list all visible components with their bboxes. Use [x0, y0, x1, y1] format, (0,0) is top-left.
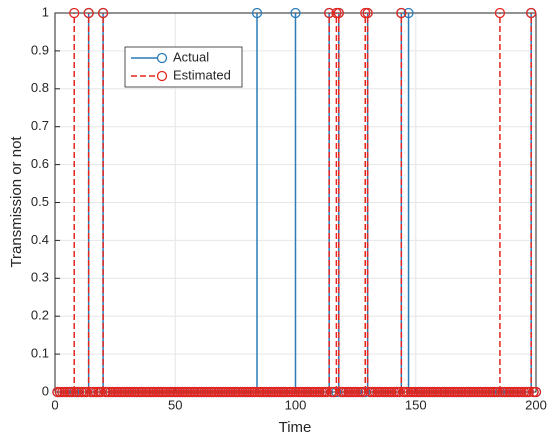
legend-marker: [156, 70, 168, 82]
y-tick-label: 0.1: [31, 346, 49, 361]
stem-marker: [530, 386, 542, 398]
stem-marker: [97, 7, 109, 19]
x-tick-label: 0: [51, 397, 58, 412]
stem-marker: [333, 7, 344, 19]
x-tick-label: 50: [168, 397, 182, 412]
x-axis-label: Time: [279, 419, 312, 436]
y-tick-label: 0.9: [31, 42, 49, 57]
y-tick-label: 0: [42, 383, 49, 398]
stem-marker: [523, 386, 534, 398]
stem-marker: [403, 7, 414, 19]
legend-marker: [156, 52, 168, 64]
stem-marker: [526, 7, 537, 19]
x-tick-label: 200: [525, 397, 547, 412]
legend-label: Estimated: [173, 67, 231, 82]
series-1: [52, 7, 542, 398]
y-tick-label: 0.5: [31, 194, 49, 209]
stem-marker: [290, 7, 301, 19]
stem-marker: [396, 7, 407, 19]
y-tick-label: 0.6: [31, 156, 49, 171]
y-tick-label: 0.7: [31, 118, 49, 133]
legend-label: Actual: [173, 49, 209, 64]
stem-marker: [321, 386, 332, 398]
y-axis-label: Transmission or not: [8, 136, 25, 268]
y-tick-label: 0.2: [31, 308, 49, 323]
y-tick-label: 1: [42, 4, 49, 19]
x-tick-label: 150: [405, 397, 427, 412]
stem-marker: [251, 7, 263, 19]
stem-marker: [69, 7, 80, 19]
stem-marker: [83, 7, 94, 19]
stem-marker: [362, 7, 373, 19]
y-tick-label: 0.4: [31, 232, 49, 247]
y-tick-label: 0.3: [31, 270, 49, 285]
x-tick-label: 100: [285, 397, 307, 412]
y-tick-label: 0.8: [31, 80, 49, 95]
legend-box: [124, 46, 243, 88]
stem-marker: [494, 7, 506, 19]
